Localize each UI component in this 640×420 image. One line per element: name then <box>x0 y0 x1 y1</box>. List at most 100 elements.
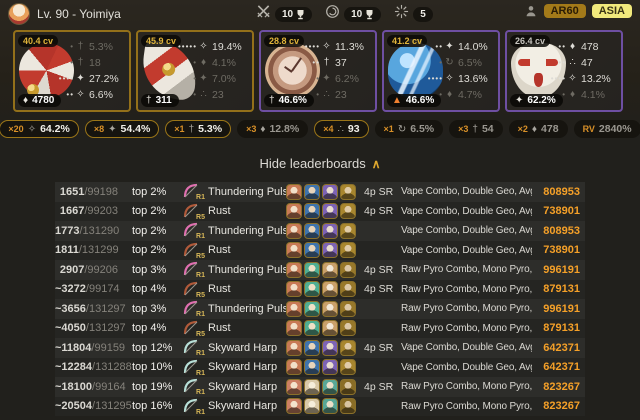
rank-total: /99174 <box>85 283 120 296</box>
leaderboard-row[interactable]: 1773/131290 top 2% R1 Thundering Pulse V… <box>55 221 585 241</box>
er-icon: ↻ <box>397 123 407 135</box>
top-percent: top 4% <box>132 283 167 296</box>
leaderboard-row[interactable]: ~18100/99164 top 19% R1 Skyward Harp 4p … <box>55 377 585 397</box>
character-avatar <box>304 242 320 259</box>
substat-value: 23 <box>212 88 224 101</box>
region-badge: ASIA <box>591 4 632 18</box>
substat-total-badge: ×8 ✦ 54.4% <box>84 120 160 138</box>
team-avatars <box>286 320 364 337</box>
character-avatar <box>286 300 302 317</box>
leaderboard-row[interactable]: ~12284/131288 top 10% R1 Skyward Harp Va… <box>55 357 585 377</box>
pyro-icon: ▲ <box>392 95 402 106</box>
leaderboard-row[interactable]: 1651/99198 top 2% R1 Thundering Pulse 4p… <box>55 182 585 202</box>
badge-multiplier: ×4 <box>323 124 334 134</box>
roll-dots: • <box>316 73 320 83</box>
chevron-up-icon: ∧ <box>371 157 381 171</box>
bow-icon <box>183 301 198 315</box>
top-percent: top 2% <box>132 205 167 218</box>
character-avatar <box>304 281 320 298</box>
damage-value: 996191 <box>543 302 580 315</box>
leaderboard-row[interactable]: ~3656/131297 top 3% R1 Thundering Pulse … <box>55 299 585 319</box>
artifact-card: 28.8 cv •••• ✧ 11.3% •• † 37 • ✦ 6.2% • … <box>259 30 377 112</box>
substat-row: • ↻ 6.5% <box>417 55 493 70</box>
artifact-art <box>19 43 74 98</box>
badge-multiplier: ×3 <box>246 124 257 134</box>
substat-row: • ♦ 4.1% <box>540 87 616 102</box>
character-avatar <box>304 222 320 239</box>
rank-total: /131299 <box>78 244 119 257</box>
roll-dots: •• <box>66 89 74 99</box>
refinement-label: R1 <box>196 389 205 397</box>
top-percent: top 19% <box>132 380 173 393</box>
substat-value: 13.6% <box>458 72 488 85</box>
atk-icon: † <box>188 123 195 135</box>
character-avatar <box>340 398 356 415</box>
leaderboard-row[interactable]: 2907/99206 top 3% R1 Thundering Pulse 4p… <box>55 260 585 280</box>
leaderboard-row[interactable]: 1667/99203 top 2% R5 Rust 4p SR Vape Com… <box>55 201 585 221</box>
character-avatar <box>286 242 302 259</box>
crit-dmg-icon: ✦ <box>76 73 85 84</box>
refinement-label: R5 <box>196 291 205 299</box>
crit-value-badge: 40.4 cv <box>18 35 59 47</box>
hide-leaderboards-label: Hide leaderboards <box>259 156 366 171</box>
top-percent: top 12% <box>132 341 173 354</box>
em-icon: ∴ <box>569 57 576 68</box>
build-description: Raw Pyro Combo, Mono Pyro, Avg DMG <box>401 322 532 334</box>
leaderboard-counters: 10 10 5 <box>256 4 433 24</box>
substat-value: 47 <box>581 56 593 69</box>
badge-multiplier: ×3 <box>458 124 469 134</box>
abyss-spiral-icon <box>325 4 340 24</box>
leaderboard-row[interactable]: ~3272/99174 top 4% R5 Rust 4p SR Raw Pyr… <box>55 279 585 299</box>
character-avatar <box>322 203 338 220</box>
leaderboard-row[interactable]: ~4050/131297 top 4% R5 Rust Raw Pyro Com… <box>55 318 585 338</box>
refinement-label: R5 <box>196 252 205 260</box>
substat-value: 19.4% <box>212 40 242 53</box>
profile-summary-section: Lv. 90 - Yoimiya 10 10 5 <box>0 0 640 140</box>
weapon-name: Rust <box>208 322 231 335</box>
refinement-label: R1 <box>196 408 205 416</box>
atk-icon: † <box>77 57 84 68</box>
substat-row: • ∴ 23 <box>171 87 247 102</box>
team-avatars <box>286 300 364 317</box>
substat-row: • ∴ 23 <box>294 87 370 102</box>
character-avatar <box>322 242 338 259</box>
badge-value: 6.5% <box>410 123 435 135</box>
rank-value: 1811 <box>55 244 79 257</box>
team-avatars <box>286 183 364 200</box>
rank-value: ~3656 <box>55 302 86 315</box>
crit-dmg-icon: ✦ <box>108 123 117 135</box>
substat-total-badge: ×3 ♦ 12.8% <box>237 120 309 138</box>
weapon-name: Skyward Harp <box>208 380 278 393</box>
atk-icon: † <box>472 123 478 135</box>
leaderboard-row[interactable]: ~20504/131295 top 16% R1 Skyward Harp Ra… <box>55 396 585 416</box>
rank-total: /131297 <box>85 302 126 315</box>
substat-total-badges: ×20 ✧ 64.2% ×8 ✦ 54.4% ×1 † 5.3% ×3 ♦ 12… <box>0 120 640 138</box>
weapon-icon: R1 <box>182 358 208 377</box>
roll-dots: • <box>193 89 197 99</box>
team-avatars <box>286 359 364 376</box>
badge-value: 64.2% <box>40 123 70 135</box>
hide-leaderboards-toggle[interactable]: Hide leaderboards ∧ <box>0 156 640 171</box>
crit-rate-icon: ✧ <box>199 41 208 52</box>
leaderboard-row[interactable]: 1811/131299 top 2% R5 Rust Vape Combo, D… <box>55 240 585 260</box>
leaderboard-row[interactable]: ~11804/99159 top 12% R1 Skyward Harp 4p … <box>55 338 585 358</box>
substat-value: 5.3% <box>89 40 113 53</box>
build-description: Vape Combo, Double Geo, Avg DMG <box>401 205 532 217</box>
bow-icon <box>183 262 198 276</box>
badge-value: 478 <box>541 123 559 135</box>
main-stat: † 46.6% <box>264 94 314 107</box>
substat-row: •• ✧ 6.6% <box>48 87 124 102</box>
bow-icon <box>183 320 198 335</box>
substat-row: •• ✦ 14.0% <box>417 39 493 54</box>
damage-value: 738901 <box>543 244 580 257</box>
substat-row: •••• ✦ 27.2% <box>48 71 124 86</box>
atk-icon: † <box>269 95 275 106</box>
em-icon: ∴ <box>337 123 344 135</box>
artifact-art <box>265 43 320 98</box>
character-avatar <box>286 281 302 298</box>
roll-dots: •• <box>435 41 443 51</box>
hp-icon: ♦ <box>569 41 576 52</box>
team-avatars <box>286 203 364 220</box>
damage-value: 738901 <box>543 205 580 218</box>
character-avatar <box>340 378 356 395</box>
